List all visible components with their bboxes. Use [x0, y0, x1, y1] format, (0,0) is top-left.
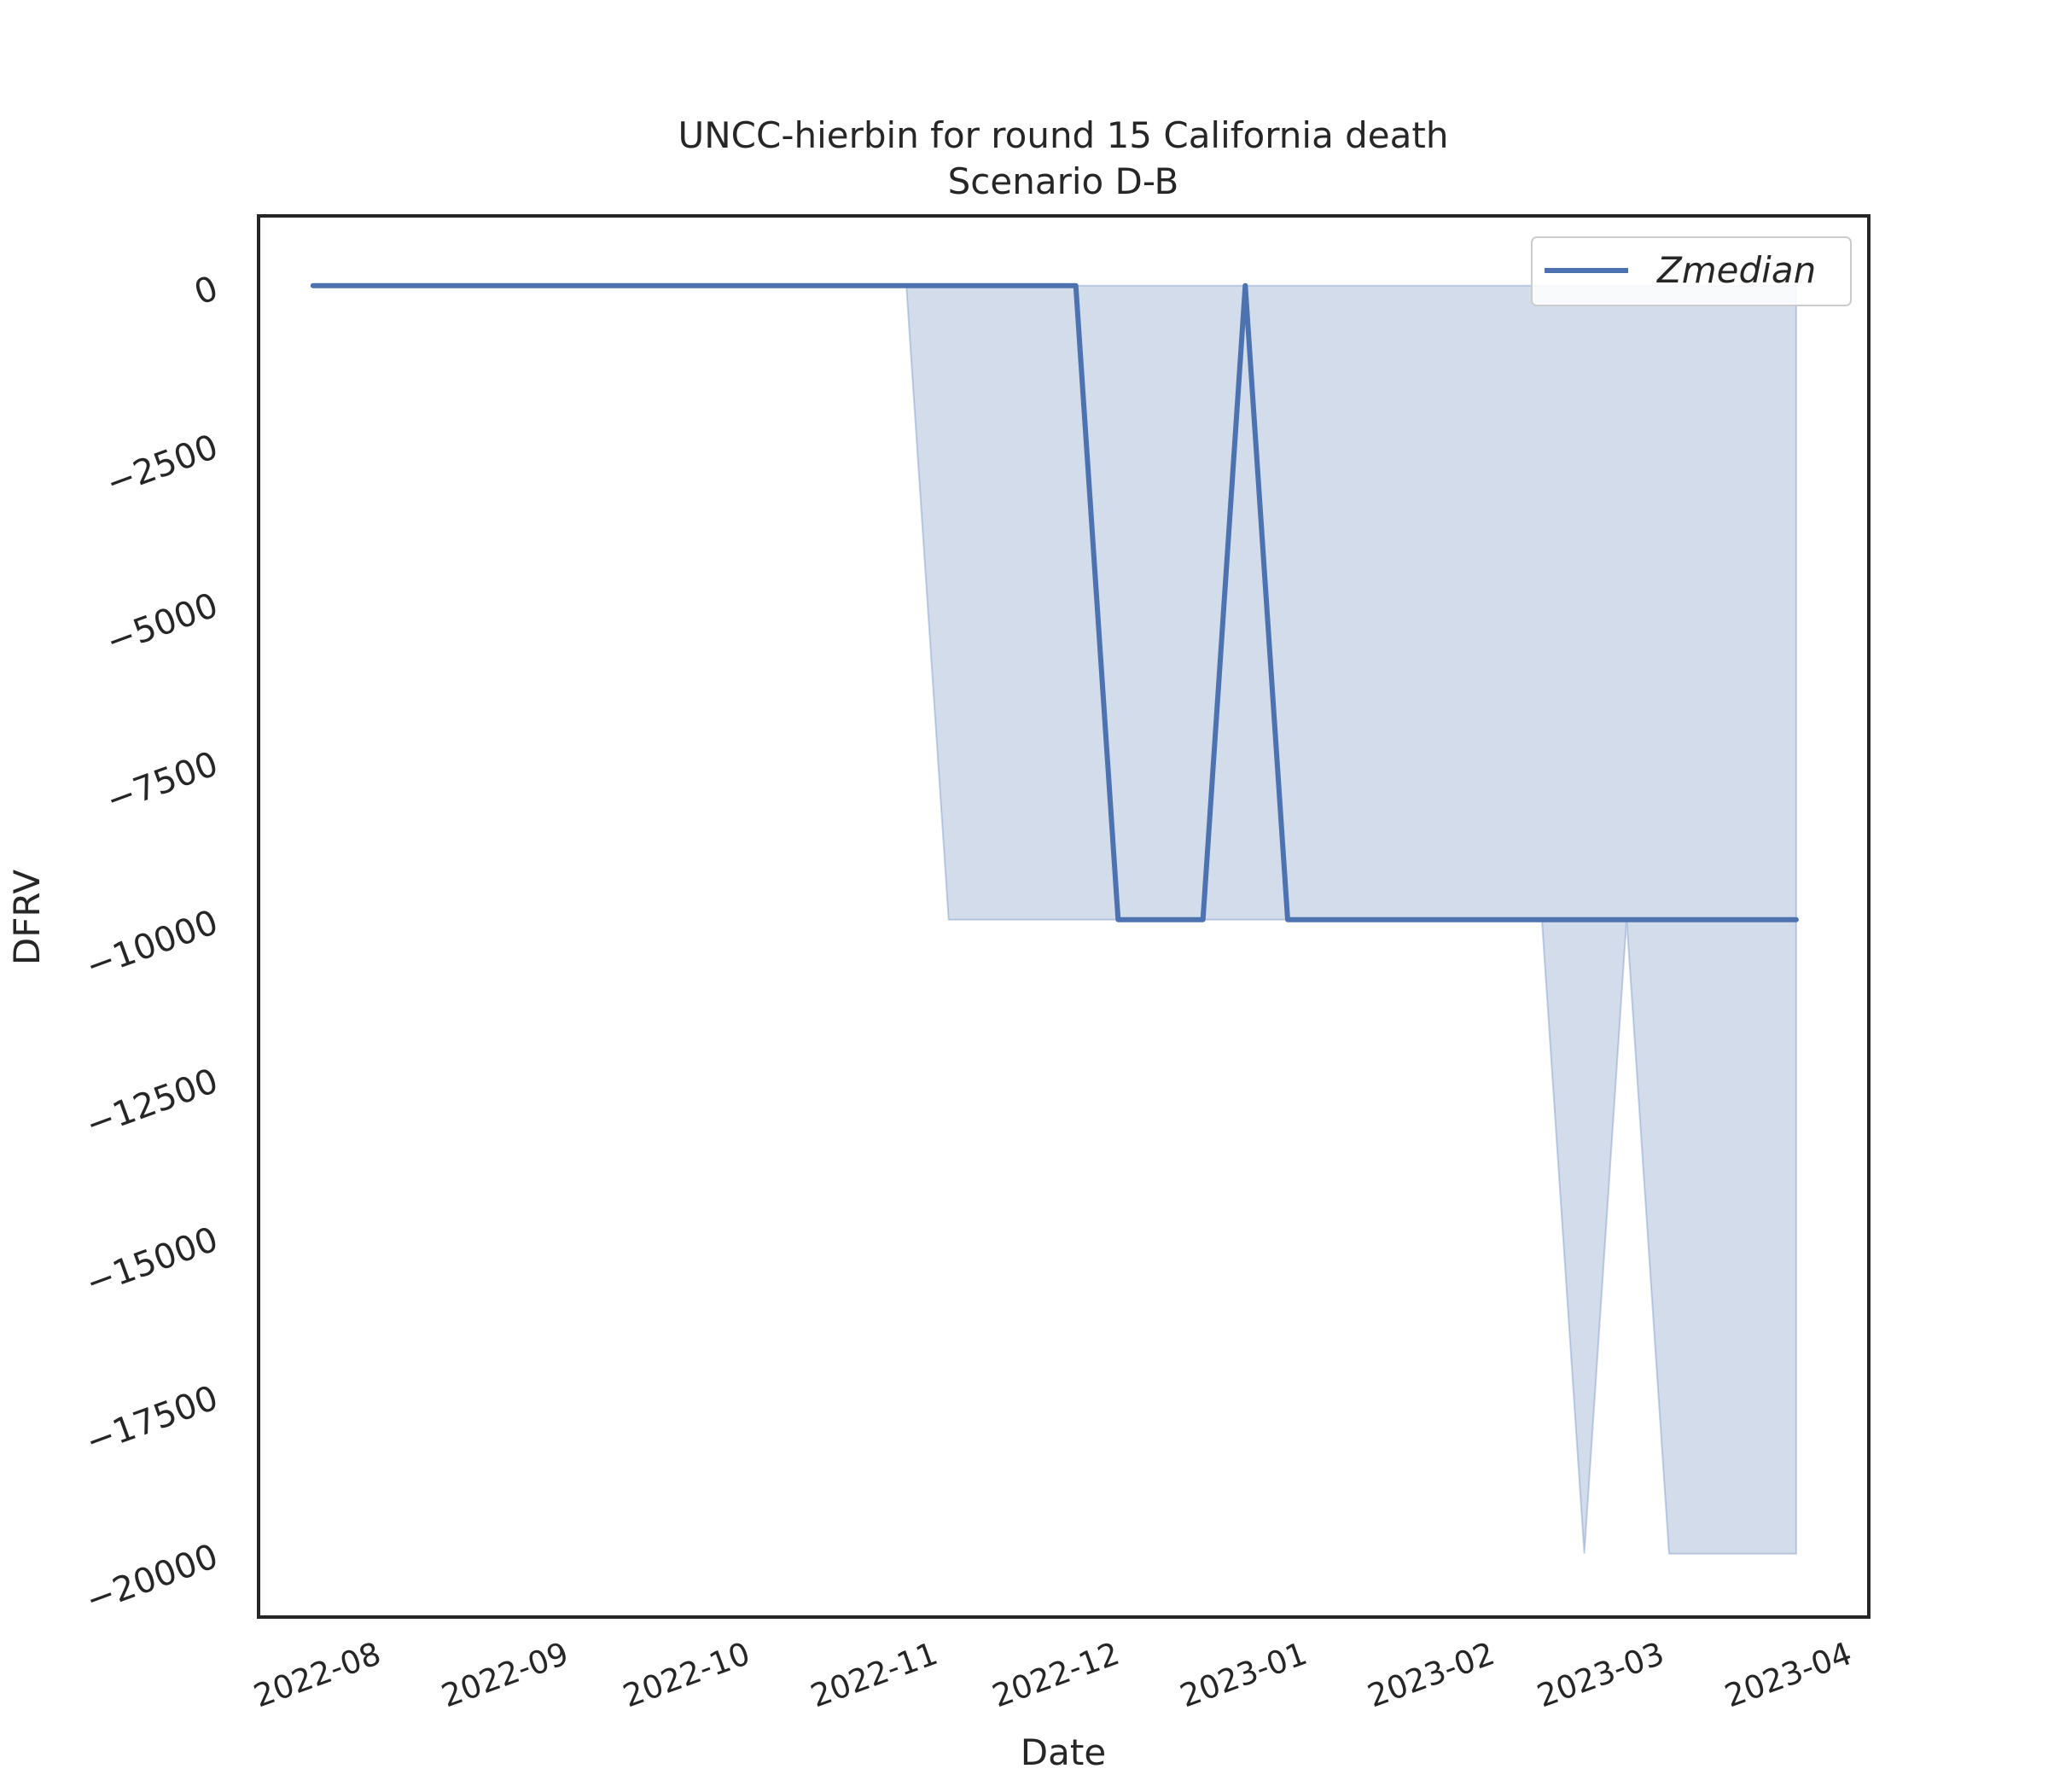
chart-title: UNCC-hierbin for round 15 California dea… [678, 114, 1449, 156]
y-tick-label: 0 [189, 269, 224, 313]
chart-subtitle: Scenario D-B [948, 160, 1179, 202]
y-tick-label: −20000 [81, 1537, 224, 1620]
x-tick-label: 2022-09 [437, 1635, 573, 1714]
x-axis-label: Date [1021, 1731, 1106, 1773]
y-tick-label: −15000 [81, 1219, 224, 1303]
y-tick-labels: 0 −2500 −5000 −7500 −10000 −12500 −15000 −17500… [81, 269, 224, 1620]
y-tick-label: −2500 [102, 428, 224, 504]
y-tick-label: −7500 [102, 744, 224, 821]
x-tick-label: 2022-12 [987, 1635, 1124, 1714]
y-tick-label: −17500 [81, 1378, 224, 1462]
x-tick-label: 2022-11 [806, 1635, 942, 1714]
y-tick-label: −5000 [102, 585, 224, 662]
x-tick-label: 2023-03 [1533, 1635, 1669, 1714]
x-tick-label: 2022-08 [249, 1635, 386, 1714]
legend-label-zmedian: Zmedian [1656, 249, 1816, 291]
series-line-zmedian [310, 282, 1799, 922]
plot-frame [257, 214, 1871, 1619]
x-tick-labels: 2022-08 2022-09 2022-10 2022-11 2022-12 2023-… [249, 1635, 1857, 1714]
x-tick-label: 2022-10 [618, 1635, 754, 1714]
y-axis-label: DFRV [6, 870, 48, 965]
x-tick-label: 2023-01 [1175, 1635, 1312, 1714]
legend: Zmedian [1531, 236, 1852, 306]
x-tick-label: 2023-04 [1720, 1635, 1857, 1714]
x-tick-label: 2023-02 [1363, 1635, 1499, 1714]
legend-box [1531, 236, 1852, 306]
y-tick-label: −12500 [81, 1062, 224, 1145]
y-tick-label: −10000 [81, 903, 224, 986]
series-line-layer [310, 282, 1799, 922]
